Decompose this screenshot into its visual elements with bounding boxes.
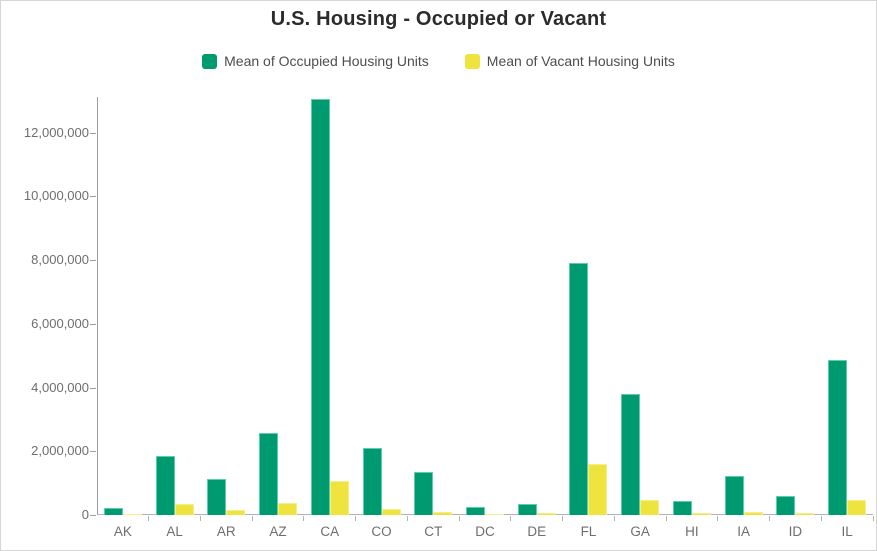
legend-item-occupied[interactable]: Mean of Occupied Housing Units — [202, 53, 429, 69]
bar-occupied-IA[interactable] — [724, 476, 744, 515]
y-tick-mark — [90, 387, 96, 389]
bar-vacant-AZ[interactable] — [278, 503, 298, 515]
bar-vacant-ID[interactable] — [795, 513, 815, 515]
bar-vacant-GA[interactable] — [640, 500, 660, 515]
legend-swatch-vacant-icon — [464, 53, 480, 69]
x-axis-label: AK — [113, 524, 132, 539]
x-tick-mark — [717, 516, 719, 521]
chart-legend: Mean of Occupied Housing Units Mean of V… — [1, 53, 876, 69]
bar-occupied-AR[interactable] — [207, 479, 227, 515]
bar-vacant-FL[interactable] — [588, 464, 608, 515]
x-axis-label: DE — [527, 524, 547, 539]
bar-vacant-AL[interactable] — [174, 504, 194, 515]
bar-vacant-AR[interactable] — [226, 510, 246, 515]
bar-vacant-IL[interactable] — [847, 500, 867, 515]
y-tick-mark — [90, 451, 96, 453]
x-axis-label: GA — [630, 524, 650, 539]
bar-occupied-ID[interactable] — [776, 496, 796, 515]
x-axis-label: DC — [475, 524, 495, 539]
bar-occupied-GA[interactable] — [621, 394, 641, 515]
y-tick-mark — [90, 132, 96, 134]
x-tick-mark — [148, 516, 150, 521]
bar-vacant-DE[interactable] — [536, 513, 556, 515]
x-axis-label: CT — [424, 524, 443, 539]
x-axis-label: AZ — [269, 524, 287, 539]
y-axis-label: 8,000,000 — [31, 252, 89, 268]
y-axis-label: 2,000,000 — [31, 443, 89, 459]
legend-label-occupied: Mean of Occupied Housing Units — [224, 53, 429, 69]
bar-vacant-HI[interactable] — [691, 513, 711, 515]
x-axis-label: CA — [320, 524, 340, 539]
y-tick-mark — [90, 515, 96, 516]
bar-occupied-AK[interactable] — [103, 508, 123, 515]
y-tick-mark — [90, 260, 96, 262]
x-axis-label: IL — [841, 524, 853, 539]
x-tick-mark — [665, 516, 667, 521]
x-axis-label: AR — [216, 524, 236, 539]
x-axis-label: IA — [737, 524, 751, 539]
x-tick-mark — [872, 516, 874, 521]
bar-vacant-CT[interactable] — [433, 512, 453, 515]
legend-label-vacant: Mean of Vacant Housing Units — [486, 53, 675, 69]
x-tick-mark — [769, 516, 771, 521]
x-axis-label: FL — [580, 524, 597, 539]
legend-swatch-occupied-icon — [202, 53, 218, 69]
bar-vacant-CO[interactable] — [381, 509, 401, 515]
bar-vacant-AK[interactable] — [122, 514, 142, 515]
x-axis-label: HI — [685, 524, 699, 539]
y-axis-label: 6,000,000 — [31, 315, 89, 331]
y-axis-label: 4,000,000 — [31, 379, 89, 395]
bar-occupied-CO[interactable] — [362, 448, 382, 515]
x-tick-mark — [199, 516, 201, 521]
y-tick-mark — [90, 196, 96, 198]
x-tick-mark — [406, 516, 408, 521]
x-tick-mark — [251, 516, 253, 521]
y-axis-label: 0 — [81, 507, 89, 522]
bar-occupied-CT[interactable] — [414, 472, 434, 515]
bar-vacant-IA[interactable] — [743, 512, 763, 515]
bar-occupied-HI[interactable] — [672, 501, 692, 515]
x-tick-mark — [820, 516, 822, 521]
plot-frame — [97, 97, 873, 515]
x-tick-mark — [303, 516, 305, 521]
x-tick-mark — [355, 516, 357, 521]
x-tick-mark — [562, 516, 564, 521]
y-axis-label: 10,000,000 — [23, 188, 89, 204]
bar-occupied-DE[interactable] — [517, 504, 537, 515]
legend-item-vacant[interactable]: Mean of Vacant Housing Units — [464, 53, 675, 69]
bar-vacant-DC[interactable] — [485, 514, 504, 515]
x-axis-label: AL — [166, 524, 183, 539]
x-axis-label: CO — [371, 524, 392, 539]
x-tick-mark — [458, 516, 460, 521]
bar-occupied-IL[interactable] — [828, 360, 848, 515]
bar-occupied-DC[interactable] — [466, 507, 485, 515]
y-axis-label: 12,000,000 — [23, 124, 89, 140]
x-tick-mark — [510, 516, 512, 521]
y-tick-mark — [90, 323, 96, 325]
bar-vacant-CA[interactable] — [329, 481, 349, 515]
bar-occupied-CA[interactable] — [310, 99, 330, 515]
bar-occupied-FL[interactable] — [569, 263, 589, 515]
x-axis-label: ID — [788, 524, 803, 539]
chart-title: U.S. Housing - Occupied or Vacant — [270, 8, 607, 30]
x-tick-mark — [613, 516, 615, 521]
bar-occupied-AZ[interactable] — [259, 433, 279, 515]
bar-occupied-AL[interactable] — [155, 456, 175, 515]
